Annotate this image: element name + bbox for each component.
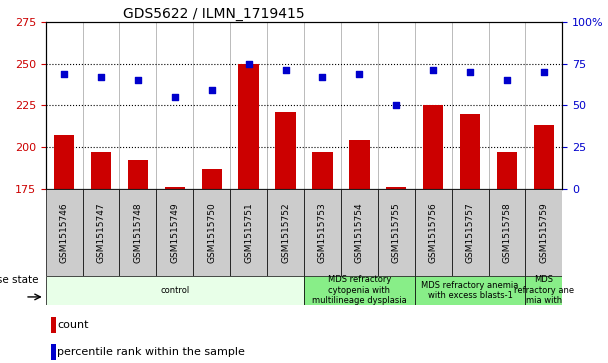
Bar xyxy=(275,112,295,189)
Bar xyxy=(202,169,222,189)
Point xyxy=(539,69,549,75)
Text: GSM1515758: GSM1515758 xyxy=(503,202,511,263)
Bar xyxy=(128,160,148,189)
Text: GSM1515756: GSM1515756 xyxy=(429,202,438,263)
Bar xyxy=(193,189,230,276)
Bar xyxy=(378,189,415,276)
Bar xyxy=(50,344,57,360)
Point xyxy=(133,77,143,83)
Bar xyxy=(230,189,267,276)
Text: MDS refractory anemia
with excess blasts-1: MDS refractory anemia with excess blasts… xyxy=(421,281,519,300)
Bar xyxy=(91,152,111,189)
Point xyxy=(96,74,106,80)
Bar xyxy=(54,135,74,189)
Text: percentile rank within the sample: percentile rank within the sample xyxy=(57,347,245,357)
Text: GSM1515754: GSM1515754 xyxy=(355,202,364,263)
Text: GSM1515749: GSM1515749 xyxy=(170,202,179,263)
Bar xyxy=(165,187,185,189)
Point xyxy=(392,102,401,108)
Bar xyxy=(50,317,57,333)
Bar xyxy=(46,276,304,305)
Point xyxy=(428,67,438,73)
Text: GSM1515751: GSM1515751 xyxy=(244,202,253,263)
Point xyxy=(170,94,179,100)
Text: GSM1515748: GSM1515748 xyxy=(133,202,142,263)
Text: MDS refractory
cytopenia with
multilineage dysplasia: MDS refractory cytopenia with multilinea… xyxy=(312,276,407,305)
Text: count: count xyxy=(57,320,89,330)
Bar xyxy=(423,105,443,189)
Text: GSM1515750: GSM1515750 xyxy=(207,202,216,263)
Bar xyxy=(415,189,452,276)
Point xyxy=(59,71,69,77)
Text: control: control xyxy=(160,286,190,295)
Text: MDS
refractory ane
mia with: MDS refractory ane mia with xyxy=(514,276,574,305)
Bar xyxy=(313,152,333,189)
Bar xyxy=(304,276,415,305)
Bar xyxy=(119,189,156,276)
Bar xyxy=(304,189,341,276)
Bar xyxy=(386,187,406,189)
Bar xyxy=(83,189,119,276)
Point xyxy=(281,67,291,73)
Bar xyxy=(46,189,83,276)
Bar xyxy=(452,189,489,276)
Bar xyxy=(156,189,193,276)
Point xyxy=(502,77,512,83)
Bar xyxy=(460,114,480,189)
Text: GSM1515757: GSM1515757 xyxy=(466,202,475,263)
Point xyxy=(317,74,327,80)
Bar xyxy=(525,276,562,305)
Point xyxy=(207,87,216,93)
Point xyxy=(244,61,254,66)
Text: GSM1515755: GSM1515755 xyxy=(392,202,401,263)
Bar xyxy=(349,140,370,189)
Point xyxy=(354,71,364,77)
Bar xyxy=(534,125,554,189)
Bar xyxy=(489,189,525,276)
Text: GSM1515746: GSM1515746 xyxy=(60,202,69,263)
Bar xyxy=(341,189,378,276)
Bar xyxy=(415,276,525,305)
Point xyxy=(465,69,475,75)
Text: GSM1515752: GSM1515752 xyxy=(281,202,290,263)
Text: GDS5622 / ILMN_1719415: GDS5622 / ILMN_1719415 xyxy=(123,7,305,21)
Bar xyxy=(267,189,304,276)
Text: GSM1515753: GSM1515753 xyxy=(318,202,327,263)
Text: GSM1515747: GSM1515747 xyxy=(97,202,105,263)
Text: GSM1515759: GSM1515759 xyxy=(539,202,548,263)
Text: disease state: disease state xyxy=(0,274,39,285)
Bar xyxy=(525,189,562,276)
Bar xyxy=(497,152,517,189)
Bar xyxy=(238,64,259,189)
